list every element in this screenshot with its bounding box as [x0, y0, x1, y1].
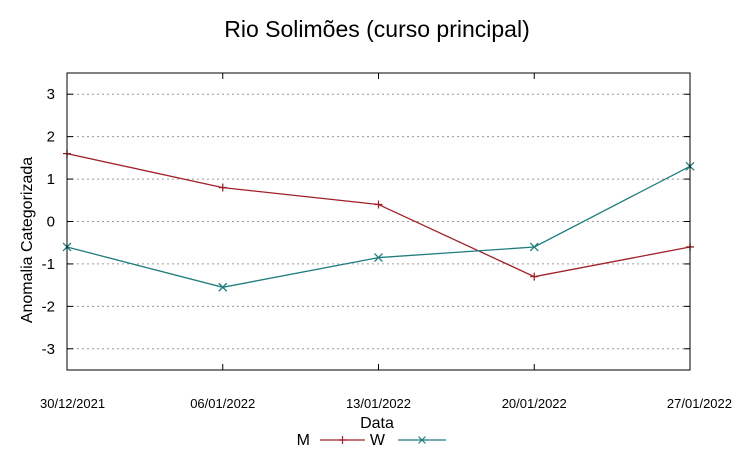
grid-lines [67, 93, 690, 350]
legend-marker-series-0 [338, 436, 347, 444]
y-tick-label: 2 [47, 129, 55, 146]
y-axis-label: Anomalia Categorizada [19, 157, 36, 323]
legend-label-series-1: W [370, 432, 386, 449]
data-point-M-2 [374, 200, 383, 209]
y-tick-label: -3 [42, 341, 55, 358]
y-tick-label: -1 [42, 256, 55, 273]
x-tick-label: 20/01/2022 [502, 396, 567, 411]
x-axis-ticks: 30/12/2021 06/01/2022 13/01/2022 20/01/2022… [40, 73, 732, 411]
x-tick-label: 30/12/2021 [40, 396, 105, 411]
x-axis-label: Data [360, 415, 394, 432]
legend: M W [297, 432, 446, 449]
y-tick-label: 0 [47, 214, 55, 231]
data-point-M-1 [218, 183, 227, 192]
chart-title: Rio Solimões (curso principal) [224, 16, 530, 42]
y-tick-label: 1 [47, 171, 55, 188]
y-axis-ticks: 3 2 1 0 -1 -2 -3 [42, 86, 690, 358]
y-tick-label: 3 [47, 86, 55, 103]
data-point-M-3 [530, 272, 539, 281]
x-tick-label: 06/01/2022 [190, 396, 255, 411]
data-point-W-1 [218, 282, 228, 292]
plot-frame [66, 72, 691, 371]
series-line-W [66, 165, 691, 288]
data-point-W-2 [374, 253, 383, 263]
data-point-W-3 [529, 242, 539, 252]
x-tick-label: 13/01/2022 [346, 396, 411, 411]
y-tick-label: -2 [42, 298, 55, 315]
legend-label-series-0: M [297, 432, 310, 449]
legend-marker-series-1 [418, 436, 426, 444]
series-layer [62, 149, 695, 292]
x-tick-label: 27/01/2022 [667, 396, 732, 411]
